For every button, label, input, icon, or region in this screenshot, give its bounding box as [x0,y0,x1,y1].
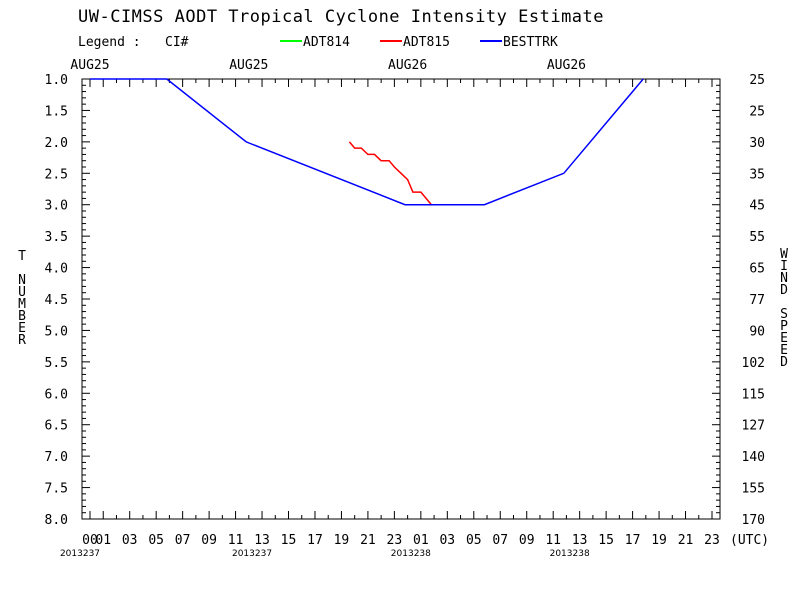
x-tick-label: 15 [281,533,297,548]
y-right-tick-label: 155 [742,482,765,497]
x-tick-label: 07 [492,533,508,548]
julian-label: 2013238 [550,549,590,559]
y-right-title-char: I [780,259,788,274]
y-right-tick-label: 140 [742,450,765,465]
legend-entry-adt815: ADT815 [403,35,450,50]
x-tick-label: 11 [228,533,244,548]
date-label: AUG26 [388,58,427,73]
series-adt815 [348,141,432,206]
x-tick-label: 15 [598,533,614,548]
y-left-title-char: E [18,321,26,336]
legend-label: Legend : [78,35,141,50]
y-right-tick-label: 115 [742,387,765,402]
x-tick-label: 11 [545,533,561,548]
legend-ci-label: CI# [165,35,189,50]
julian-label: 2013237 [232,549,272,559]
y-right-title-char: P [780,319,788,334]
y-left-title-char: B [18,309,26,324]
y-left-tick-label: 2.0 [45,136,68,151]
x-tick-label: 19 [334,533,350,548]
y-left-tick-label: 8.0 [45,513,68,528]
y-right-title-char: S [780,307,788,322]
y-right-tick-label: 102 [742,356,765,371]
series-besttrk [90,78,644,206]
x-tick-label: 05 [466,533,482,548]
legend-entry-besttrk: BESTTRK [503,35,558,50]
x-tick-label: 05 [148,533,164,548]
plot-frame [81,78,721,520]
x-tick-label: 03 [439,533,455,548]
x-tick-label: 13 [254,533,270,548]
series-layer [90,78,644,206]
y-right-tick-label: 45 [749,199,765,214]
x-tick-label: 13 [572,533,588,548]
y-left-title-char: R [18,333,26,348]
chart-title: UW-CIMSS AODT Tropical Cyclone Intensity… [78,7,604,27]
legend: Legend : CI# ADT814 ADT815 BESTTRK [78,35,558,50]
y-right-tick-label: 25 [749,73,765,88]
y-right-tick-label: 25 [749,104,765,119]
y-right-title-char: D [780,355,788,370]
julian-day-labels: 2013237 2013237 2013238 2013238 [60,549,590,559]
x-tick-label: 01 [413,533,429,548]
x-tick-label: 23 [387,533,403,548]
x-tick-label: 17 [625,533,641,548]
legend-entry-adt814: ADT814 [303,35,350,50]
x-tick-label: 21 [678,533,694,548]
y-left-tick-label: 1.0 [45,73,68,88]
x-tick-label: 09 [201,533,217,548]
y-left-tick-label: 5.0 [45,324,68,339]
x-tick-label: 19 [651,533,667,548]
y-right-tick-label: 77 [749,293,765,308]
y-left-title-char: U [18,285,26,300]
y-left-title-char: M [18,297,26,312]
y-left-tick-label: 6.0 [45,387,68,402]
y-right-title-char: N [780,271,788,286]
y-right-tick-label: 65 [749,262,765,277]
y-axis-left: 1.0 1.5 2.0 2.5 3.0 3.5 4.0 4.5 5.0 5.5 6.0 6.5 7.0 7… [45,73,90,528]
y-left-tick-label: 3.0 [45,199,68,214]
x-tick-label: 01 [95,533,111,548]
y-right-tick-label: 55 [749,230,765,245]
y-axis-right: 25 25 30 35 45 55 65 77 90 102 115 127 140 155 170 [712,73,765,528]
y-right-tick-label: 170 [742,513,765,528]
y-left-tick-label: 1.5 [45,104,68,119]
y-right-title-char: E [780,343,788,358]
y-right-tick-label: 127 [742,419,765,434]
date-label: AUG25 [229,58,268,73]
julian-label: 2013238 [391,549,431,559]
y-left-tick-label: 7.0 [45,450,68,465]
y-right-title-char: W [780,247,788,262]
y-left-title-char: T [18,249,26,264]
y-right-tick-label: 35 [749,167,765,182]
y-left-tick-label: 4.5 [45,293,68,308]
y-right-title-char: D [780,283,788,298]
y-left-tick-label: 2.5 [45,167,68,182]
x-tick-label: 09 [519,533,535,548]
y-left-tick-label: 6.5 [45,419,68,434]
x-tick-label: 23 [704,533,720,548]
x-tick-label: 17 [307,533,323,548]
date-label: AUG26 [547,58,586,73]
x-tick-label: 03 [122,533,138,548]
x-tick-label: 07 [175,533,191,548]
y-left-title-char: N [18,273,26,288]
julian-label: 2013237 [60,549,100,559]
y-left-tick-label: 4.0 [45,262,68,277]
y-left-tick-label: 7.5 [45,482,68,497]
y-right-tick-label: 90 [749,324,765,339]
y-right-title-char: E [780,331,788,346]
x-axis-unit-label: (UTC) [730,533,769,548]
date-label: AUG25 [70,58,109,73]
x-tick-label: 21 [360,533,376,548]
x-tick-label: 00 [82,533,98,548]
y-left-tick-label: 3.5 [45,230,68,245]
y-left-tick-label: 5.5 [45,356,68,371]
y-right-tick-label: 30 [749,136,765,151]
date-labels: AUG25 AUG25 AUG26 AUG26 [70,58,586,73]
